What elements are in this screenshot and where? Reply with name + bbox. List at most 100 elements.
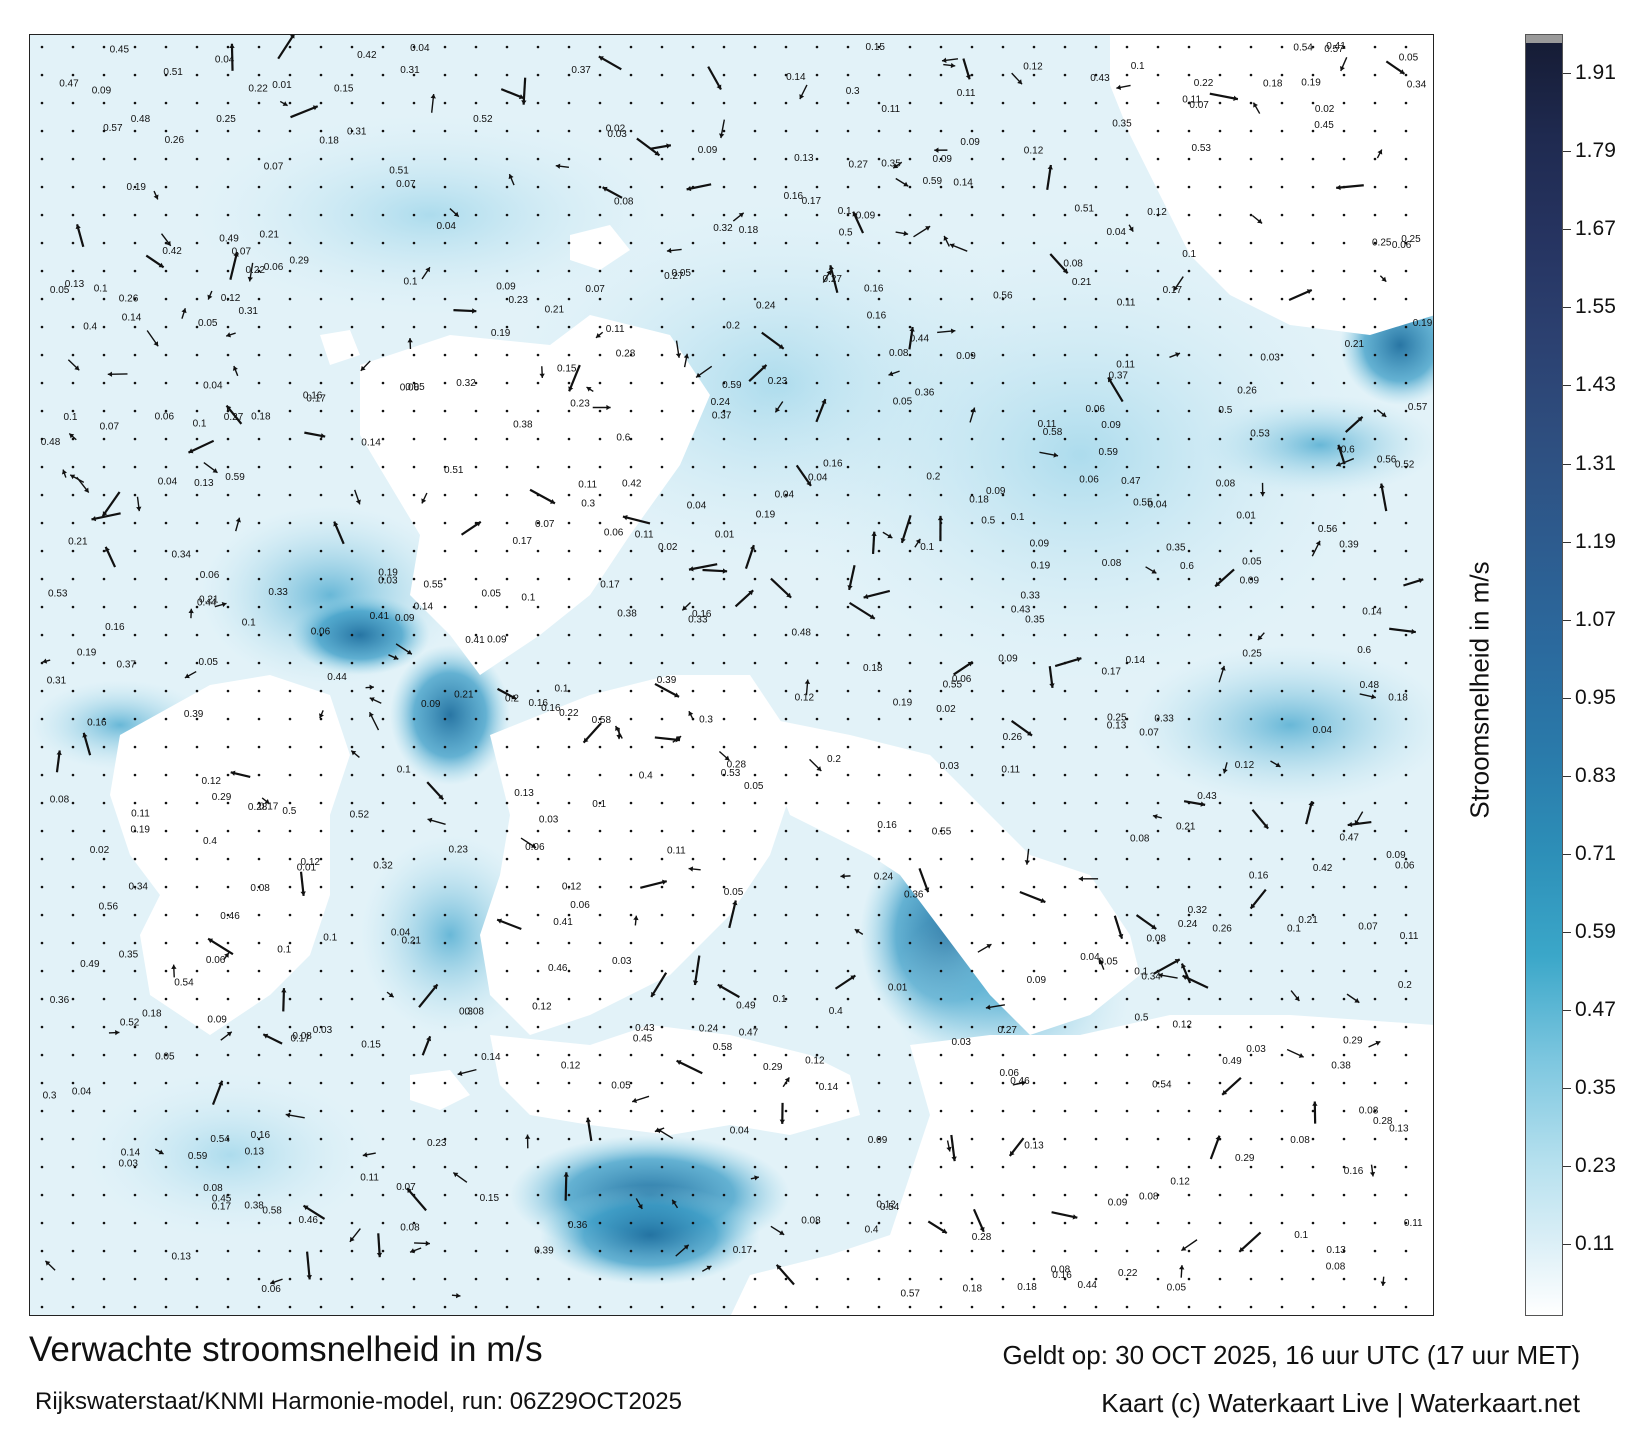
speed-label: 0.25 (216, 114, 236, 125)
grid-dot (598, 73, 602, 77)
grid-dot (877, 45, 881, 49)
grid-dot (288, 241, 292, 245)
grid-dot (753, 801, 757, 805)
grid-dot (1063, 1025, 1067, 1029)
speed-label: 0.19 (1413, 318, 1433, 329)
speed-label: 0.52 (1395, 459, 1415, 470)
grid-dot (1249, 885, 1253, 889)
current-arrow (386, 991, 395, 998)
grid-dot (164, 689, 168, 693)
grid-dot (319, 1109, 323, 1113)
grid-dot (629, 605, 633, 609)
grid-dot (877, 1193, 881, 1197)
grid-dot (474, 45, 478, 49)
speed-label: 0.43 (635, 1023, 655, 1034)
grid-dot (381, 101, 385, 105)
speed-label: 0.08 (250, 883, 270, 894)
grid-dot (40, 129, 44, 133)
grid-dot (443, 1165, 447, 1169)
grid-dot (319, 381, 323, 385)
current-arrow (1251, 809, 1269, 830)
grid-dot (381, 689, 385, 693)
colorbar-label: Stroomsnelheid in m/s (1464, 561, 1495, 819)
grid-dot (691, 969, 695, 973)
speed-label: 0.09 (1108, 1198, 1128, 1209)
grid-dot (939, 241, 943, 245)
current-arrow (636, 137, 661, 157)
speed-label: 0.3 (459, 1007, 473, 1018)
grid-dot (226, 73, 230, 77)
speed-label: 0.4 (639, 771, 653, 782)
grid-dot (846, 437, 850, 441)
current-arrow (449, 208, 460, 218)
speed-label: 0.04 (158, 477, 178, 488)
grid-dot (660, 689, 664, 693)
current-arrow (1152, 814, 1162, 820)
grid-dot (691, 45, 695, 49)
grid-dot (350, 829, 354, 833)
grid-dot (1373, 521, 1377, 525)
grid-dot (1125, 913, 1129, 917)
grid-dot (1094, 913, 1098, 917)
grid-dot (1280, 381, 1284, 385)
grid-dot (1342, 1053, 1346, 1057)
grid-dot (133, 773, 137, 777)
speed-label: 0.35 (881, 158, 901, 169)
grid-dot (257, 1165, 261, 1169)
grid-dot (722, 1249, 726, 1253)
grid-dot (1032, 521, 1036, 525)
current-arrow (555, 163, 570, 169)
speed-label: 0.43 (1011, 604, 1031, 615)
grid-dot (660, 297, 664, 301)
grid-dot (939, 1305, 943, 1309)
grid-dot (40, 941, 44, 945)
speed-label: 0.45 (110, 44, 130, 55)
grid-dot (102, 1305, 106, 1309)
grid-dot (257, 1277, 261, 1281)
grid-dot (815, 997, 819, 1001)
grid-dot (102, 633, 106, 637)
grid-dot (1218, 1249, 1222, 1253)
grid-dot (350, 353, 354, 357)
grid-dot (350, 185, 354, 189)
colorbar-tick: 1.43 (1575, 373, 1616, 397)
grid-dot (1249, 1081, 1253, 1085)
grid-dot (443, 1109, 447, 1113)
grid-dot (567, 941, 571, 945)
grid-dot (1249, 633, 1253, 637)
grid-dot (505, 129, 509, 133)
grid-dot (164, 661, 168, 665)
grid-dot (474, 969, 478, 973)
speed-label: 0.04 (1107, 227, 1127, 238)
landmass-south-central (490, 1025, 860, 1135)
grid-dot (753, 185, 757, 189)
grid-dot (443, 1277, 447, 1281)
grid-dot (1001, 773, 1005, 777)
grid-dot (846, 1053, 850, 1057)
colorbar-tickmark (1563, 307, 1571, 309)
grid-dot (257, 1193, 261, 1197)
grid-dot (319, 1137, 323, 1141)
grid-dot (1094, 941, 1098, 945)
grid-dot (1373, 801, 1377, 805)
grid-dot (1063, 465, 1067, 469)
grid-dot (1063, 101, 1067, 105)
grid-dot (1249, 1109, 1253, 1113)
grid-dot (598, 1053, 602, 1057)
grid-dot (908, 913, 912, 917)
grid-dot (1249, 577, 1253, 581)
speed-label: 0.31 (400, 65, 420, 76)
current-arrow (369, 697, 382, 704)
current-arrow (676, 1059, 703, 1075)
grid-dot (939, 717, 943, 721)
speed-label: 0.06 (1079, 475, 1099, 486)
grid-dot (226, 1081, 230, 1085)
current-arrow (1286, 1048, 1304, 1058)
speed-label: 0.04 (775, 490, 795, 501)
grid-dot (877, 1081, 881, 1085)
grid-dot (908, 157, 912, 161)
grid-dot (970, 157, 974, 161)
grid-dot (133, 1165, 137, 1169)
speed-label: 0.29 (290, 256, 310, 267)
grid-dot (381, 577, 385, 581)
